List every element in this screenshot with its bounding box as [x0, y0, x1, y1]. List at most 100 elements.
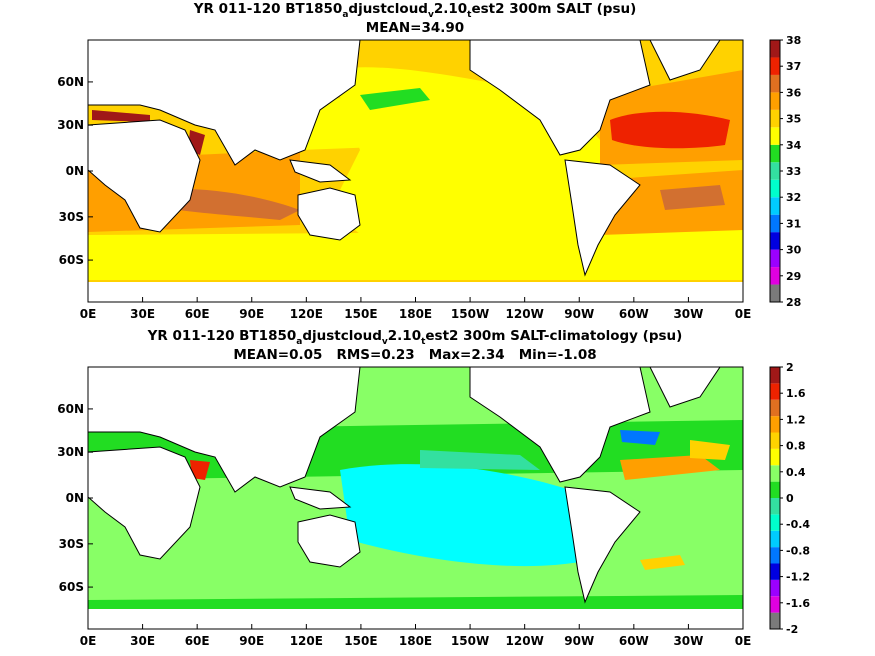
x-tick-label: 120W — [506, 634, 544, 648]
colorbar-swatch — [770, 448, 780, 466]
colorbar-swatch — [770, 530, 780, 548]
colorbar-label: 34 — [786, 139, 802, 152]
colorbar-swatch — [770, 383, 780, 400]
colorbar-swatch — [770, 498, 780, 515]
colorbar-swatch — [770, 179, 780, 198]
colorbar-label: 1.2 — [786, 413, 806, 426]
panel-bottom-map — [88, 367, 743, 629]
colorbar-label: 29 — [786, 270, 801, 283]
colorbar-swatch — [770, 92, 780, 110]
colorbar-swatch — [770, 40, 780, 58]
land-eurasia-2 — [88, 367, 361, 493]
colorbar-label: -0.4 — [786, 518, 810, 531]
land-australia — [297, 187, 361, 241]
colorbar-label: 38 — [786, 34, 801, 47]
x-tick-label: 150W — [451, 307, 489, 321]
y-tick-label: 60S — [59, 580, 84, 594]
land-maritime-continent — [289, 159, 352, 183]
colorbar-swatch — [770, 197, 780, 215]
x-tick-label: 90E — [239, 634, 264, 648]
map-region-south-atlantic-core — [660, 185, 725, 210]
colorbar-label: 35 — [786, 113, 801, 126]
land-africa-2 — [88, 446, 201, 560]
colorbar-swatch — [770, 109, 780, 128]
colorbar-label: -0.8 — [786, 544, 810, 557]
x-tick-label: 60E — [185, 307, 210, 321]
colorbar-swatch — [770, 416, 780, 433]
colorbar-label: -2 — [786, 623, 798, 636]
x-tick-label: 120W — [506, 307, 544, 321]
land-africa — [88, 119, 201, 233]
colorbar-swatch — [770, 214, 780, 233]
x-tick-label: 30E — [130, 634, 155, 648]
y-tick-label: 60N — [57, 402, 84, 416]
x-tick-label: 90E — [239, 307, 264, 321]
x-tick-label: 30E — [130, 307, 155, 321]
map-region-north-pacific — [290, 90, 560, 150]
map-diff-labrador-fresh — [620, 430, 660, 445]
panel-top-title: YR 011-120 BT1850adjustcloudv2.10test2 3… — [193, 1, 637, 20]
x-tick-label: 150W — [451, 634, 489, 648]
colorbar-swatch — [770, 596, 780, 613]
land-eurasia — [88, 40, 361, 166]
land-australia-2 — [297, 514, 361, 568]
colorbar-swatch — [770, 232, 780, 250]
x-tick-label: 0E — [735, 307, 752, 321]
x-tick-label: 150E — [344, 634, 377, 648]
colorbar-label: -1.6 — [786, 597, 810, 610]
colorbar-swatch — [770, 57, 780, 75]
x-tick-label: 60W — [619, 307, 649, 321]
panel-bottom-colorbar: 2 1.6 1.2 0.8 0.4 0 -0.4 -0.8 -1.2 -1.6 -2 — [769, 361, 810, 636]
x-tick-label: 150E — [344, 307, 377, 321]
land-greenland-2 — [649, 367, 721, 408]
colorbar-swatch — [770, 579, 780, 597]
x-tick-label: 30W — [673, 307, 703, 321]
map-region-mediterranean — [92, 110, 150, 122]
panel-top-y-axis: 60N 30N 0N 30S 60S — [57, 75, 93, 267]
y-tick-label: 60N — [57, 75, 84, 89]
colorbar-label: -1.2 — [786, 571, 810, 584]
x-tick-label: 120E — [290, 307, 323, 321]
y-tick-label: 30N — [57, 118, 84, 132]
land-north-america — [469, 40, 651, 156]
x-tick-label: 0E — [735, 634, 752, 648]
y-tick-label: 30S — [59, 537, 84, 551]
colorbar-label: 32 — [786, 191, 801, 204]
x-tick-label: 120E — [290, 634, 323, 648]
colorbar-swatch — [770, 547, 780, 564]
colorbar-label: 36 — [786, 86, 802, 99]
colorbar-swatch — [770, 563, 780, 580]
x-tick-label: 90W — [564, 634, 594, 648]
colorbar-label: 0 — [786, 492, 794, 505]
map-diff-south-atlantic-salty — [640, 555, 685, 570]
colorbar-swatch — [770, 284, 780, 302]
colorbar-swatch — [770, 144, 780, 163]
colorbar-swatch — [770, 367, 780, 384]
panel-top-mean: MEAN=34.90 — [366, 20, 464, 36]
map-region-north-atlantic-max — [610, 111, 730, 149]
map-diff-tropical-pacific — [340, 464, 600, 567]
x-tick-label: 60E — [185, 634, 210, 648]
colorbar-label: 1.6 — [786, 387, 806, 400]
x-tick-label: 90W — [564, 307, 594, 321]
land-south-america — [564, 159, 641, 277]
map-diff-arabian-sea — [190, 460, 210, 480]
colorbar-label: 31 — [786, 217, 801, 230]
y-tick-label: 30S — [59, 210, 84, 224]
panel-bottom-y-axis: 60N 30N 0N 30S 60S — [57, 402, 93, 594]
colorbar-swatch — [770, 267, 780, 285]
panel-top-map — [88, 40, 743, 302]
panel-top-colorbar: 38 37 36 35 34 33 32 31 30 29 28 — [769, 34, 802, 309]
colorbar-swatch — [770, 74, 780, 93]
panel-bottom-title: YR 011-120 BT1850adjustcloudv2.10test2 3… — [147, 328, 683, 347]
colorbar-swatch — [770, 465, 780, 482]
panel-bottom-x-axis: 0E 30E 60E 90E 120E 150E 180E 150W 120W 90W 60W 30W… — [80, 624, 752, 648]
colorbar-swatch — [770, 612, 780, 629]
land-south-america-2 — [564, 486, 641, 604]
panel-bottom-stats: MEAN=0.05 RMS=0.23 Max=2.34 Min=-1.08 — [233, 347, 596, 363]
panel-top-x-axis: 0E 30E 60E 90E 120E 150E 180E 150W 120W 90W 60W 30W… — [80, 297, 752, 321]
land-greenland — [649, 40, 721, 81]
y-tick-label: 30N — [57, 445, 84, 459]
x-tick-label: 0E — [80, 307, 97, 321]
colorbar-label: 0.4 — [786, 466, 806, 479]
